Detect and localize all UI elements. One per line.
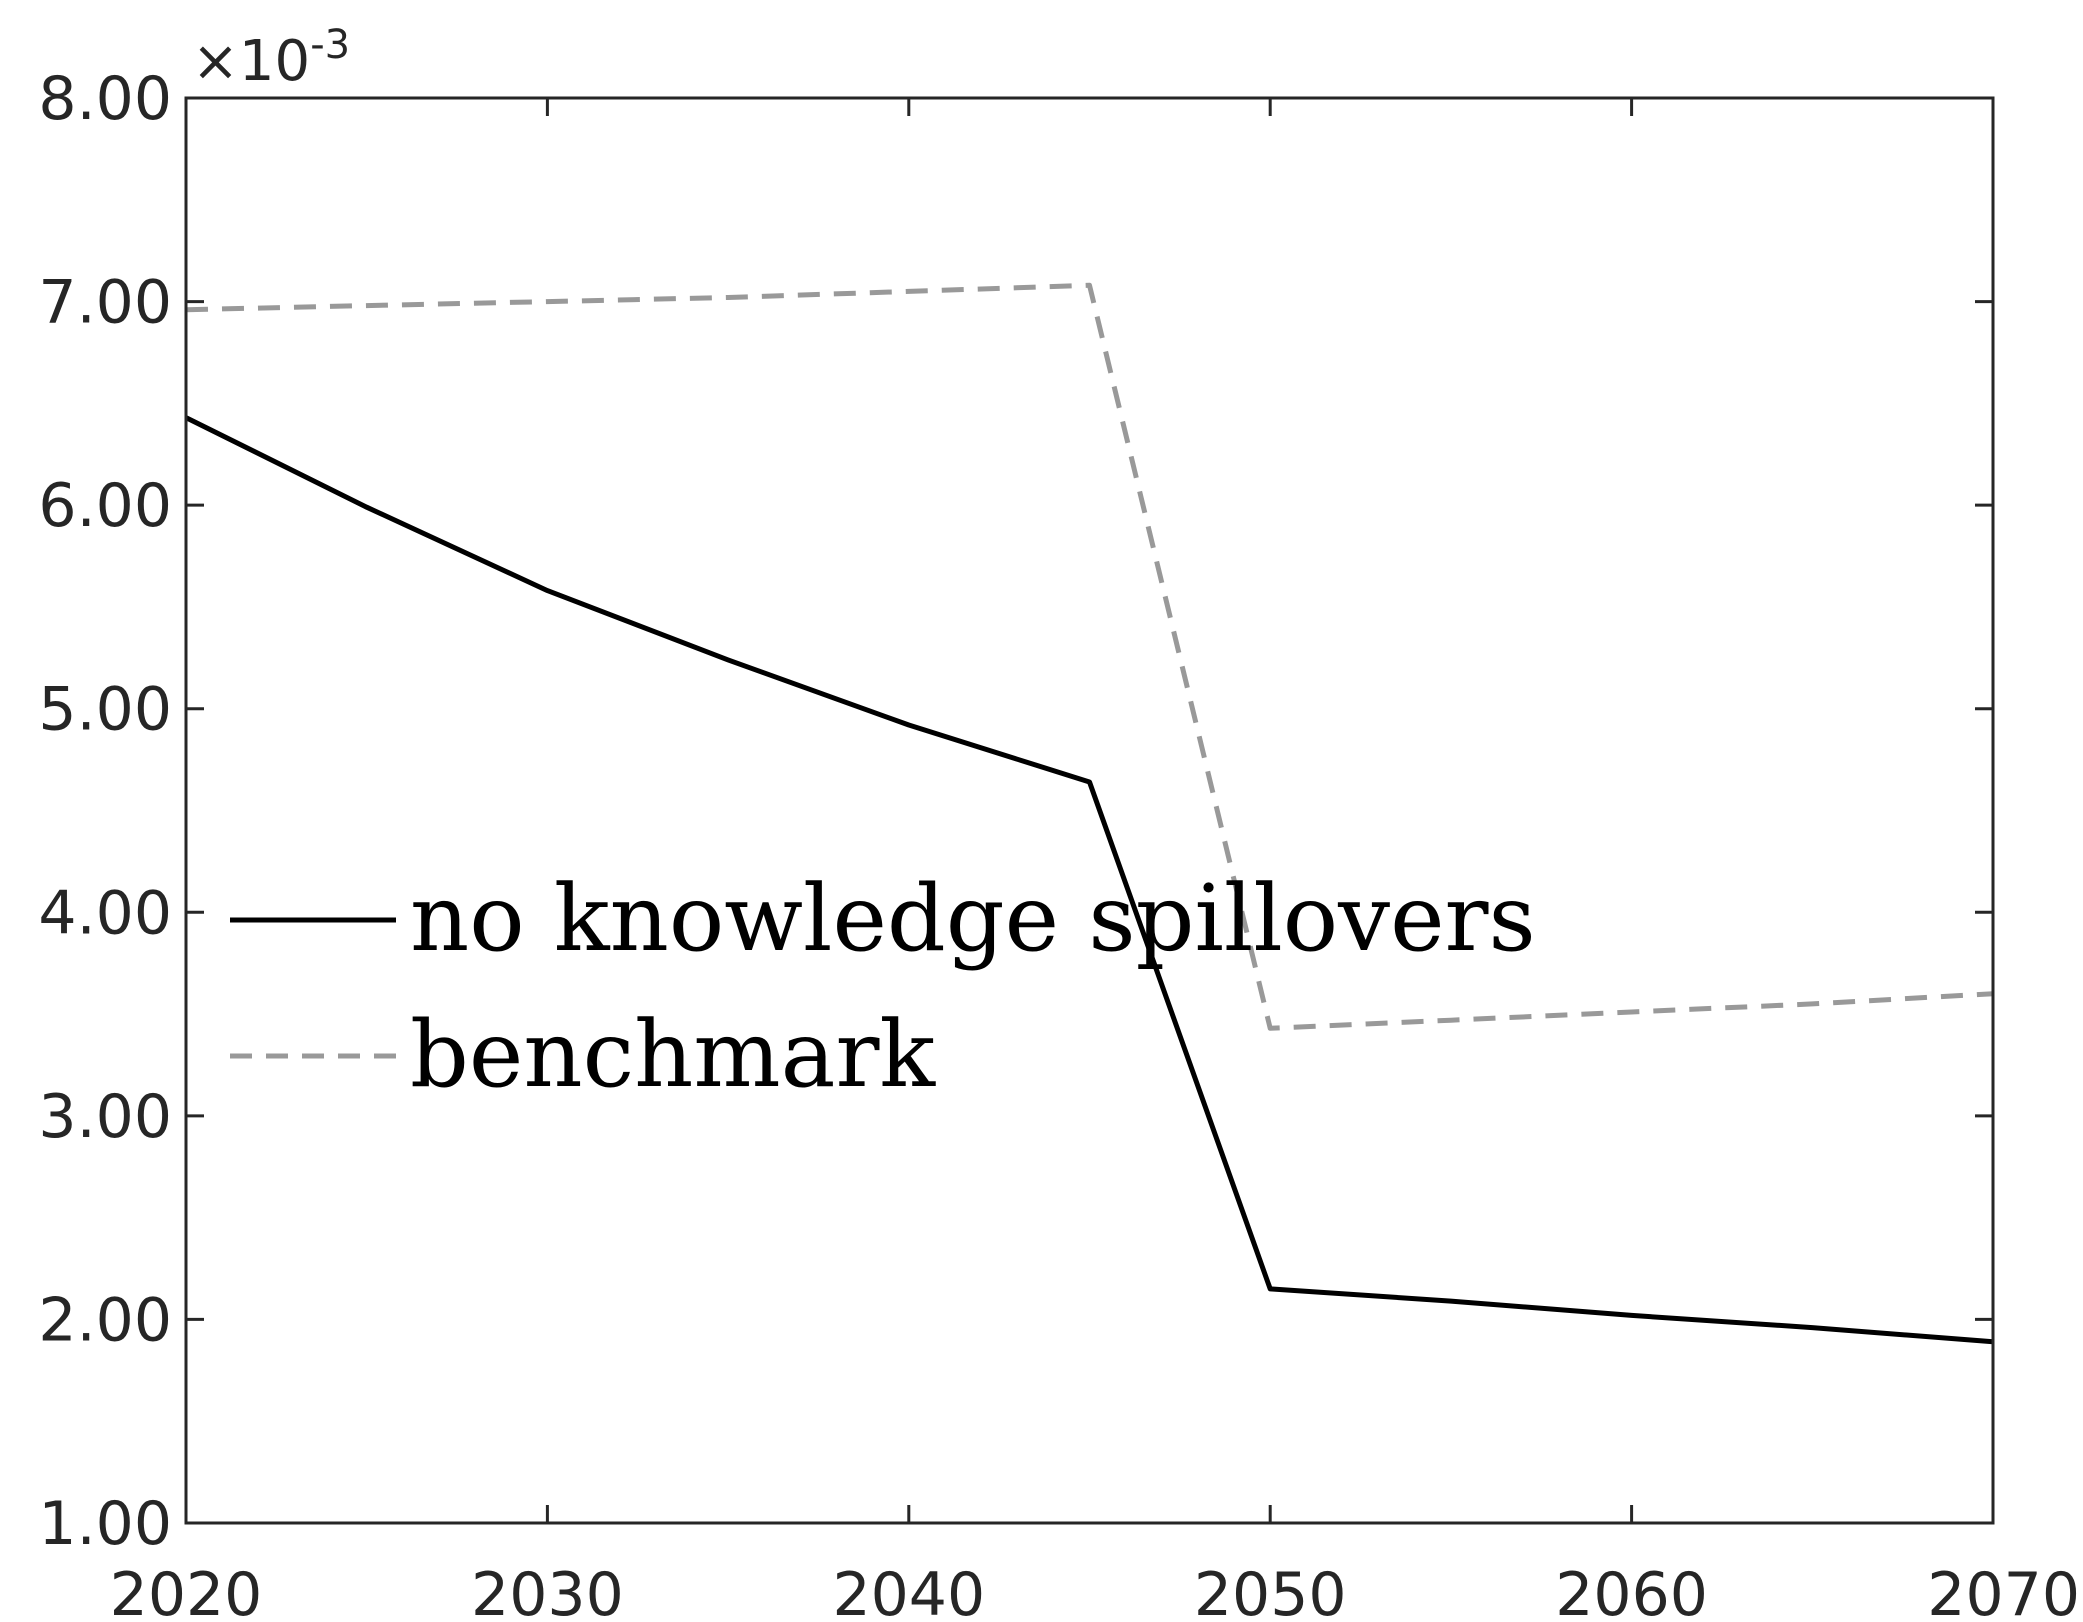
legend: no knowledge spillovers benchmark bbox=[230, 865, 1536, 1108]
plot-area-frame bbox=[184, 96, 1995, 1525]
x-tick-label: 2040 bbox=[832, 1560, 985, 1622]
y-tick-label: 3.00 bbox=[38, 1082, 172, 1152]
exponent-base: ×10 bbox=[192, 29, 310, 94]
x-tick-label: 2060 bbox=[1555, 1560, 1708, 1622]
legend-label: benchmark bbox=[410, 1001, 936, 1108]
y-tick-label: 8.00 bbox=[38, 64, 172, 134]
y-tick-label: 6.00 bbox=[38, 471, 172, 541]
y-axis-exponent-label: ×10-3 bbox=[192, 22, 350, 94]
x-tick-label: 2050 bbox=[1194, 1560, 1347, 1622]
y-tick-label: 4.00 bbox=[38, 878, 172, 948]
series-layer bbox=[184, 282, 1994, 1345]
y-tick-label: 1.00 bbox=[38, 1489, 172, 1559]
x-tick-label: 2020 bbox=[110, 1560, 263, 1622]
y-tick-label: 2.00 bbox=[38, 1285, 172, 1355]
y-axis-ticks: 1.00 2.00 3.00 4.00 5.00 6.00 7.00 8.00 bbox=[38, 64, 1993, 1559]
x-tick-label: 2070 bbox=[1927, 1560, 2080, 1622]
x-axis-ticks: 2020 2030 2040 2050 2060 2070 bbox=[110, 98, 2080, 1622]
y-tick-label: 7.00 bbox=[38, 268, 172, 338]
y-tick-label: 5.00 bbox=[38, 675, 172, 745]
series-line-benchmark bbox=[185, 282, 1994, 1031]
legend-label: no knowledge spillovers bbox=[410, 865, 1536, 972]
series-line-no-knowledge-spillovers bbox=[184, 415, 1994, 1345]
x-tick-label: 2030 bbox=[471, 1560, 624, 1622]
exponent-power: -3 bbox=[310, 22, 350, 68]
